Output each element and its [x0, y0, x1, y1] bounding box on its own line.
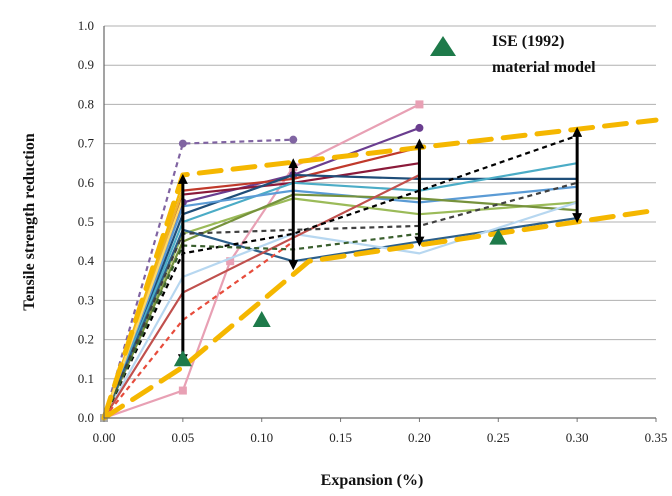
series-line — [102, 232, 420, 419]
series-point — [178, 386, 187, 395]
x-tick-label: 0.25 — [487, 430, 510, 445]
series-point — [289, 135, 298, 144]
series-line — [103, 240, 294, 419]
y-tick-label: 1.0 — [78, 18, 94, 33]
bound-line — [101, 207, 659, 421]
ise-triangle-point — [173, 350, 192, 367]
y-tick-label: 0.1 — [78, 371, 94, 386]
series-line — [102, 216, 578, 419]
legend-label-line-2: material model — [492, 59, 596, 76]
x-axis-title: Expansion (%) — [321, 472, 424, 489]
legend-label-line-1: ISE (1992) — [492, 33, 564, 50]
y-tick-label: 0.4 — [78, 253, 95, 268]
ise-triangle-point — [489, 228, 508, 245]
range-arrows — [177, 126, 583, 365]
y-tick-label: 0.2 — [78, 332, 94, 347]
series-line — [103, 134, 578, 419]
ise-points — [173, 228, 508, 367]
y-tick-label: 0.8 — [78, 96, 94, 111]
legend-triangle-icon — [430, 36, 456, 56]
series-point — [178, 139, 187, 148]
axes — [103, 26, 657, 422]
series-point — [415, 123, 424, 132]
legend: ISE (1992) material model — [430, 33, 596, 76]
ise-triangle-point — [252, 311, 271, 327]
y-axis-title: Tensile strength reduction — [21, 133, 38, 311]
series-point — [415, 100, 424, 109]
x-tick-label: 0.20 — [408, 430, 431, 445]
y-tick-label: 0.5 — [78, 214, 94, 229]
x-tick-label: 0.35 — [645, 430, 668, 445]
y-tick-label: 0.6 — [78, 175, 95, 190]
x-tick-label: 0.00 — [93, 430, 116, 445]
series-point — [226, 257, 235, 266]
x-tick-label: 0.10 — [250, 430, 273, 445]
y-tick-label: 0.9 — [78, 57, 94, 72]
x-tick-label: 0.05 — [171, 430, 194, 445]
x-tick-label: 0.30 — [566, 430, 589, 445]
y-tick-label: 0.0 — [78, 410, 94, 425]
y-tick-label: 0.3 — [78, 292, 94, 307]
series-line — [103, 173, 420, 419]
y-tick-label: 0.7 — [78, 136, 95, 151]
x-tick-label: 0.15 — [329, 430, 352, 445]
tick-labels: 0.0 0.1 0.2 0.3 0.4 0.5 0.6 0.7 0.8 0.9 1.0 0.00 0.0… — [78, 18, 668, 445]
